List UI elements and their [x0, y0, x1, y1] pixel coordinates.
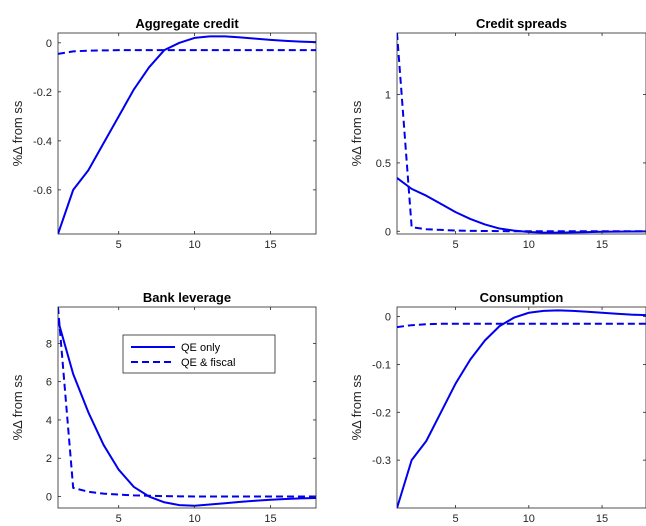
chart-panel-2: 5 10 15 0 0.5 1 Credit spreads %Δ from ss [349, 16, 646, 251]
x-tick-label: 15 [596, 513, 608, 525]
y-tick-label: 0.5 [376, 158, 391, 170]
series-line-solid [58, 320, 316, 507]
x-tick-label: 10 [523, 239, 535, 251]
axes-box [57, 32, 317, 235]
y-tick-label: -0.3 [372, 455, 391, 467]
legend: QE only QE & fiscal [122, 334, 276, 374]
y-tick-label: 0 [385, 226, 391, 238]
chart-panel-3: 5 10 15 0 2 4 6 8 Bank leverage %Δ from ss QE only… [10, 290, 317, 525]
axes-box [396, 306, 646, 509]
chart-title: Bank leverage [143, 290, 231, 305]
axes-box [396, 32, 646, 235]
chart-title: Credit spreads [476, 16, 567, 31]
y-tick-label: 2 [46, 453, 52, 465]
x-tick-label: 5 [116, 239, 122, 251]
y-axis-label: %Δ from ss [10, 100, 25, 166]
chart-panel-4: 5 10 15 -0.3 -0.2 -0.1 0 Consumption %Δ from ss [349, 290, 646, 525]
y-tick-label: 6 [46, 377, 52, 389]
y-tick-label: 0 [385, 312, 391, 324]
y-tick-label: 4 [46, 415, 52, 427]
series-line-dashed [58, 307, 316, 498]
legend-box [122, 334, 276, 374]
x-tick-label: 10 [188, 239, 200, 251]
chart-title: Aggregate credit [135, 16, 239, 31]
chart-title: Consumption [480, 290, 564, 305]
y-axis-label: %Δ from ss [10, 374, 25, 440]
y-tick-label: 8 [46, 338, 52, 350]
x-tick-label: 5 [453, 239, 459, 251]
y-tick-label: -0.2 [372, 407, 391, 419]
y-tick-label: -0.6 [33, 185, 52, 197]
legend-entry: QE & fiscal [181, 357, 235, 369]
series-line-dashed [397, 33, 646, 233]
chart-panel-1: 5 10 15 -0.6 -0.4 -0.2 0 Aggregate credit %Δ fro… [10, 16, 317, 251]
x-tick-label: 15 [596, 239, 608, 251]
x-tick-label: 10 [188, 513, 200, 525]
y-tick-label: 1 [385, 90, 391, 102]
y-tick-label: 0 [46, 38, 52, 50]
x-tick-label: 15 [264, 239, 276, 251]
x-tick-label: 5 [453, 513, 459, 525]
y-tick-label: -0.2 [33, 87, 52, 99]
y-tick-label: -0.4 [33, 136, 52, 148]
y-tick-label: -0.1 [372, 359, 391, 371]
series-line-dashed [58, 49, 316, 55]
x-tick-label: 5 [116, 513, 122, 525]
series-line-solid [397, 309, 646, 508]
y-axis-label: %Δ from ss [349, 100, 364, 166]
series-line-solid [58, 35, 316, 234]
legend-entry: QE only [181, 342, 221, 354]
x-tick-label: 15 [264, 513, 276, 525]
y-axis-label: %Δ from ss [349, 374, 364, 440]
x-tick-label: 10 [523, 513, 535, 525]
y-tick-label: 0 [46, 492, 52, 504]
series-line-dashed [397, 322, 646, 329]
